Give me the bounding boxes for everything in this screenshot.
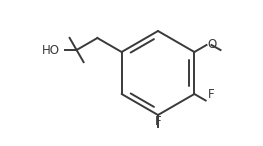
Text: F: F — [155, 115, 161, 128]
Text: O: O — [208, 39, 217, 52]
Text: F: F — [208, 88, 214, 101]
Text: HO: HO — [42, 44, 60, 57]
